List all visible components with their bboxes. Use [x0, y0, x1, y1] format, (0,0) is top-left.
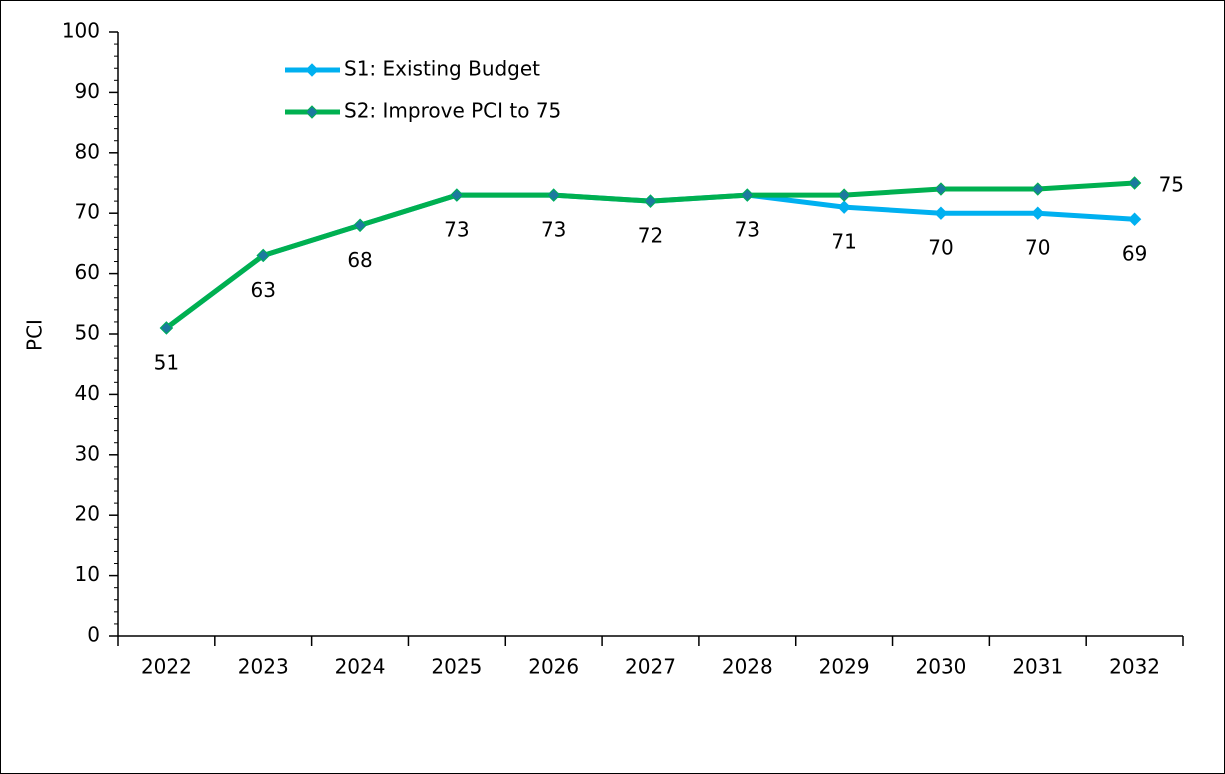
data-label: 73: [735, 218, 760, 242]
y-tick-label: 20: [75, 502, 100, 526]
data-label: 51: [154, 350, 179, 374]
x-tick-label: 2028: [722, 655, 773, 679]
point-marker: [450, 188, 464, 202]
data-label: 73: [444, 218, 469, 242]
data-label: 70: [1025, 236, 1050, 260]
point-marker: [837, 200, 851, 214]
y-tick-label: 40: [75, 381, 100, 405]
point-marker: [837, 188, 851, 202]
point-marker: [740, 188, 755, 202]
x-tick-label: 2023: [238, 655, 289, 679]
data-label: 71: [831, 230, 856, 254]
data-label: 73: [541, 218, 566, 242]
y-tick-label: 70: [75, 200, 100, 224]
point-marker: [643, 194, 658, 208]
point-marker: [934, 206, 948, 220]
point-marker: [1031, 206, 1045, 220]
y-tick-label: 30: [75, 441, 100, 465]
y-tick-label: 100: [62, 19, 100, 43]
point-marker: [353, 218, 367, 232]
x-tick-label: 2031: [1012, 655, 1063, 679]
point-marker: [1127, 212, 1142, 226]
y-tick-label: 50: [75, 321, 100, 345]
y-tick-label: 90: [75, 79, 100, 103]
point-marker: [1031, 182, 1045, 196]
legend-marker: [305, 105, 319, 119]
y-tick-label: 80: [75, 139, 100, 163]
legend-label: S1: Existing Budget: [344, 57, 540, 81]
x-tick-label: 2030: [916, 655, 967, 679]
data-label: 63: [251, 278, 276, 302]
point-marker: [1127, 176, 1142, 190]
x-tick-label: 2032: [1109, 655, 1160, 679]
x-tick-label: 2022: [141, 655, 192, 679]
x-tick-label: 2024: [335, 655, 386, 679]
legend-label: S2: Improve PCI to 75: [344, 99, 561, 123]
y-tick-label: 10: [75, 562, 100, 586]
data-label: 69: [1122, 242, 1147, 266]
x-tick-label: 2029: [819, 655, 870, 679]
data-label: 70: [928, 236, 953, 260]
data-label: 68: [347, 248, 372, 272]
data-label: 72: [638, 224, 663, 248]
y-tick-label: 0: [87, 623, 100, 647]
y-tick-label: 60: [75, 260, 100, 284]
x-tick-label: 2026: [528, 655, 579, 679]
point-marker: [159, 321, 174, 335]
x-tick-label: 2025: [431, 655, 482, 679]
data-label: 75: [1159, 173, 1184, 197]
point-marker: [546, 188, 561, 202]
legend-marker: [305, 63, 319, 77]
y-axis-label: PCI: [23, 319, 47, 351]
point-marker: [256, 248, 270, 263]
x-tick-label: 2027: [625, 655, 676, 679]
point-marker: [934, 182, 948, 196]
